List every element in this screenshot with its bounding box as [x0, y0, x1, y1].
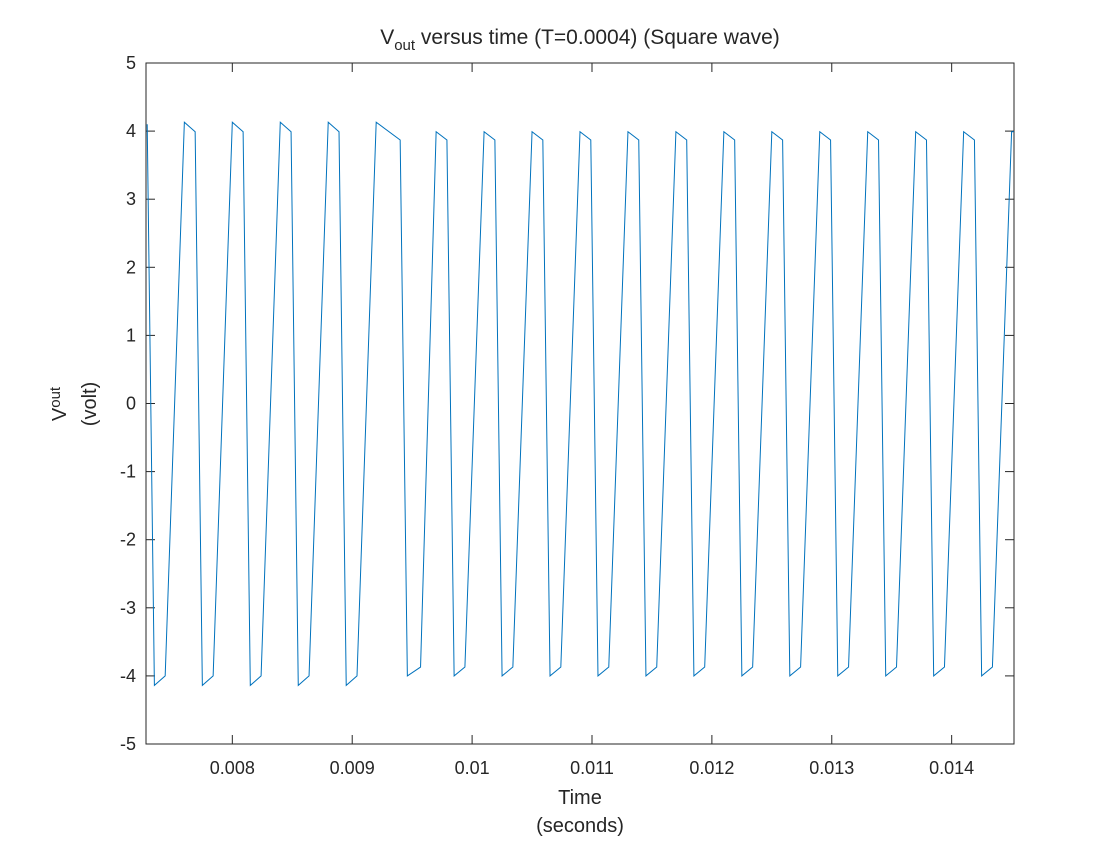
y-tick-label: 5: [126, 53, 136, 73]
x-tick-label: 0.014: [929, 758, 974, 778]
y-tick-labels: -5 -4 -3 -2 -1 0 1 2 3 4 5: [120, 53, 136, 754]
y-axis-label-main: V: [49, 407, 71, 421]
y-axis-label-line1: Vout: [47, 386, 71, 421]
x-tick-label: 0.009: [330, 758, 375, 778]
x-axis-label-line1: Time: [558, 787, 602, 809]
x-tick-label: 0.013: [809, 758, 854, 778]
y-tick-label: -5: [120, 734, 136, 754]
plot-area: [145, 62, 1015, 745]
y-tick-label: 2: [126, 257, 136, 277]
x-tick-label: 0.01: [455, 758, 490, 778]
x-tick-label: 0.008: [210, 758, 255, 778]
chart-title-subscript: out: [394, 37, 416, 54]
x-tick-label: 0.011: [570, 758, 614, 778]
y-tick-label: -1: [120, 462, 136, 482]
y-tick-label: -4: [120, 666, 136, 686]
series-line-vout: [146, 121, 1014, 687]
y-tick-label: 1: [126, 325, 136, 345]
y-tick-label: -2: [120, 530, 136, 550]
x-tick-labels: 0.008 0.009 0.01 0.011 0.012 0.013 0.014: [210, 758, 974, 778]
x-axis-label-line2: (seconds): [536, 815, 624, 837]
chart-title: Vout versus time (T=0.0004) (Square wave…: [380, 26, 780, 54]
chart-title-main: V: [380, 26, 394, 49]
y-axis-label: Vout (volt): [47, 382, 101, 426]
chart-title-rest: versus time (T=0.0004) (Square wave): [415, 26, 780, 49]
y-axis-label-subscript: out: [47, 386, 64, 408]
y-axis-label-line2: (volt): [79, 382, 101, 426]
y-tick-label: 3: [126, 189, 136, 209]
x-tick-label: 0.012: [689, 758, 734, 778]
y-tick-label: 0: [126, 394, 136, 414]
y-tick-label: -3: [120, 598, 136, 618]
y-tick-label: 4: [126, 121, 136, 141]
